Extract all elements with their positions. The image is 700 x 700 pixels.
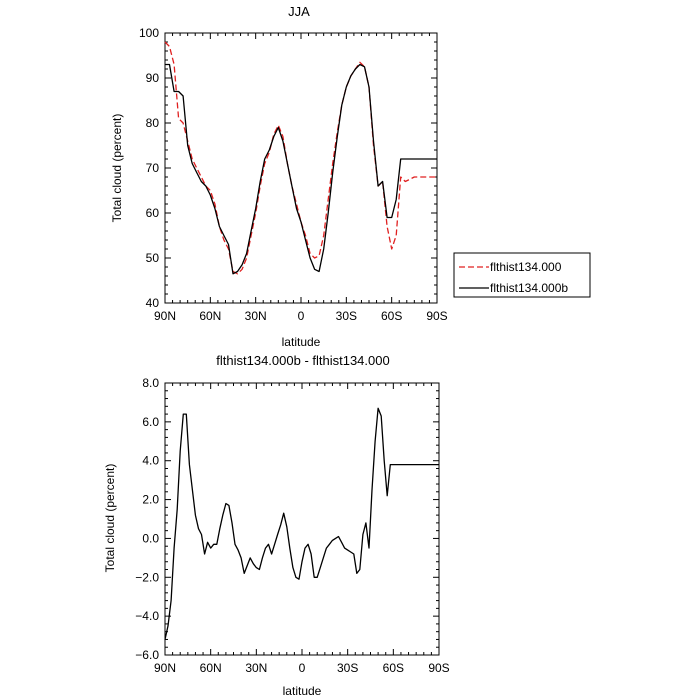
bottom-y-tick-label: −4.0 bbox=[135, 609, 159, 623]
bottom-x-tick-label: 60S bbox=[383, 661, 404, 675]
legend-box bbox=[453, 252, 591, 298]
top-y-tick-label: 60 bbox=[146, 206, 160, 220]
bottom-title: flthist134.000b - flthist134.000 bbox=[216, 353, 389, 368]
bottom-x-tick-label: 0 bbox=[299, 661, 306, 675]
bottom-x-tick-label: 90S bbox=[428, 661, 449, 675]
bottom-y-ticks: −6.0 −4.0 −2.0 0.0 2.0 4.0 6.0 8.0 bbox=[135, 376, 439, 662]
bottom-series-group bbox=[164, 407, 439, 640]
top-x-tick-label: 0 bbox=[298, 309, 305, 323]
top-y-tick-label: 40 bbox=[146, 296, 160, 310]
top-y-tick-label: 50 bbox=[146, 251, 160, 265]
top-x-tick-label: 30N bbox=[245, 309, 267, 323]
bottom-y-tick-label: 2.0 bbox=[142, 493, 159, 507]
bottom-y-tick-label: 6.0 bbox=[142, 415, 159, 429]
top-y-tick-label: 100 bbox=[139, 26, 159, 40]
top-x-tick-label: 90N bbox=[154, 309, 176, 323]
bottom-x-tick-label: 30S bbox=[337, 661, 358, 675]
bottom-x-tick-label: 60N bbox=[200, 661, 222, 675]
top-x-tick-label: 60N bbox=[199, 309, 221, 323]
bottom-y-tick-label: 8.0 bbox=[142, 376, 159, 390]
bottom-x-axis-label: latitude bbox=[283, 684, 322, 698]
top-title: JJA bbox=[288, 4, 310, 19]
top-x-tick-label: 30S bbox=[336, 309, 357, 323]
bottom-y-tick-label: 0.0 bbox=[142, 531, 159, 545]
legend-label-series-1: flthist134.000 bbox=[490, 260, 562, 274]
bottom-plot-frame bbox=[164, 382, 440, 656]
top-y-axis-label: Total cloud (percent) bbox=[110, 114, 124, 223]
legend: flthist134.000 flthist134.000b bbox=[453, 252, 591, 298]
bottom-y-tick-label: −2.0 bbox=[135, 570, 159, 584]
bottom-y-tick-label: −6.0 bbox=[135, 648, 159, 662]
top-x-axis-label: latitude bbox=[282, 335, 321, 349]
top-series-line-2 bbox=[165, 63, 437, 275]
bottom-series-line-1 bbox=[164, 407, 439, 640]
top-series-line-1 bbox=[164, 41, 437, 275]
bottom-x-tick-label: 30N bbox=[245, 661, 267, 675]
top-x-tick-label: 60S bbox=[381, 309, 402, 323]
top-y-ticks: 40 50 60 70 80 90 100 bbox=[139, 26, 437, 310]
bottom-y-axis-label: Total cloud (percent) bbox=[103, 464, 117, 573]
bottom-panel: flthist134.000b - flthist134.000 −6.0 −4.… bbox=[103, 353, 450, 698]
top-y-tick-label: 90 bbox=[146, 71, 160, 85]
top-x-tick-label: 90S bbox=[426, 309, 447, 323]
top-series-group bbox=[164, 41, 437, 275]
top-plot-frame bbox=[164, 32, 438, 304]
top-x-ticks: 90N 60N 30N 0 30S 60S 90S bbox=[154, 33, 448, 323]
bottom-x-tick-label: 90N bbox=[154, 661, 176, 675]
top-y-tick-label: 70 bbox=[146, 161, 160, 175]
bottom-y-tick-label: 4.0 bbox=[142, 454, 159, 468]
bottom-x-ticks: 90N 60N 30N 0 30S 60S 90S bbox=[154, 383, 450, 675]
legend-label-series-2: flthist134.000b bbox=[490, 281, 568, 295]
top-y-tick-label: 80 bbox=[146, 116, 160, 130]
